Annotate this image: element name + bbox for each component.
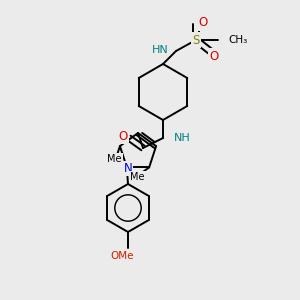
Text: HN: HN [152, 45, 169, 55]
Text: O: O [198, 16, 208, 29]
Text: NH: NH [174, 133, 191, 143]
Text: CH₃: CH₃ [228, 35, 247, 45]
Text: O: O [118, 130, 127, 142]
Text: O: O [209, 50, 219, 62]
Text: OMe: OMe [110, 251, 134, 261]
Text: S: S [192, 34, 200, 46]
Text: Me: Me [107, 154, 122, 164]
Text: Me: Me [130, 172, 145, 182]
Text: N: N [124, 162, 132, 175]
